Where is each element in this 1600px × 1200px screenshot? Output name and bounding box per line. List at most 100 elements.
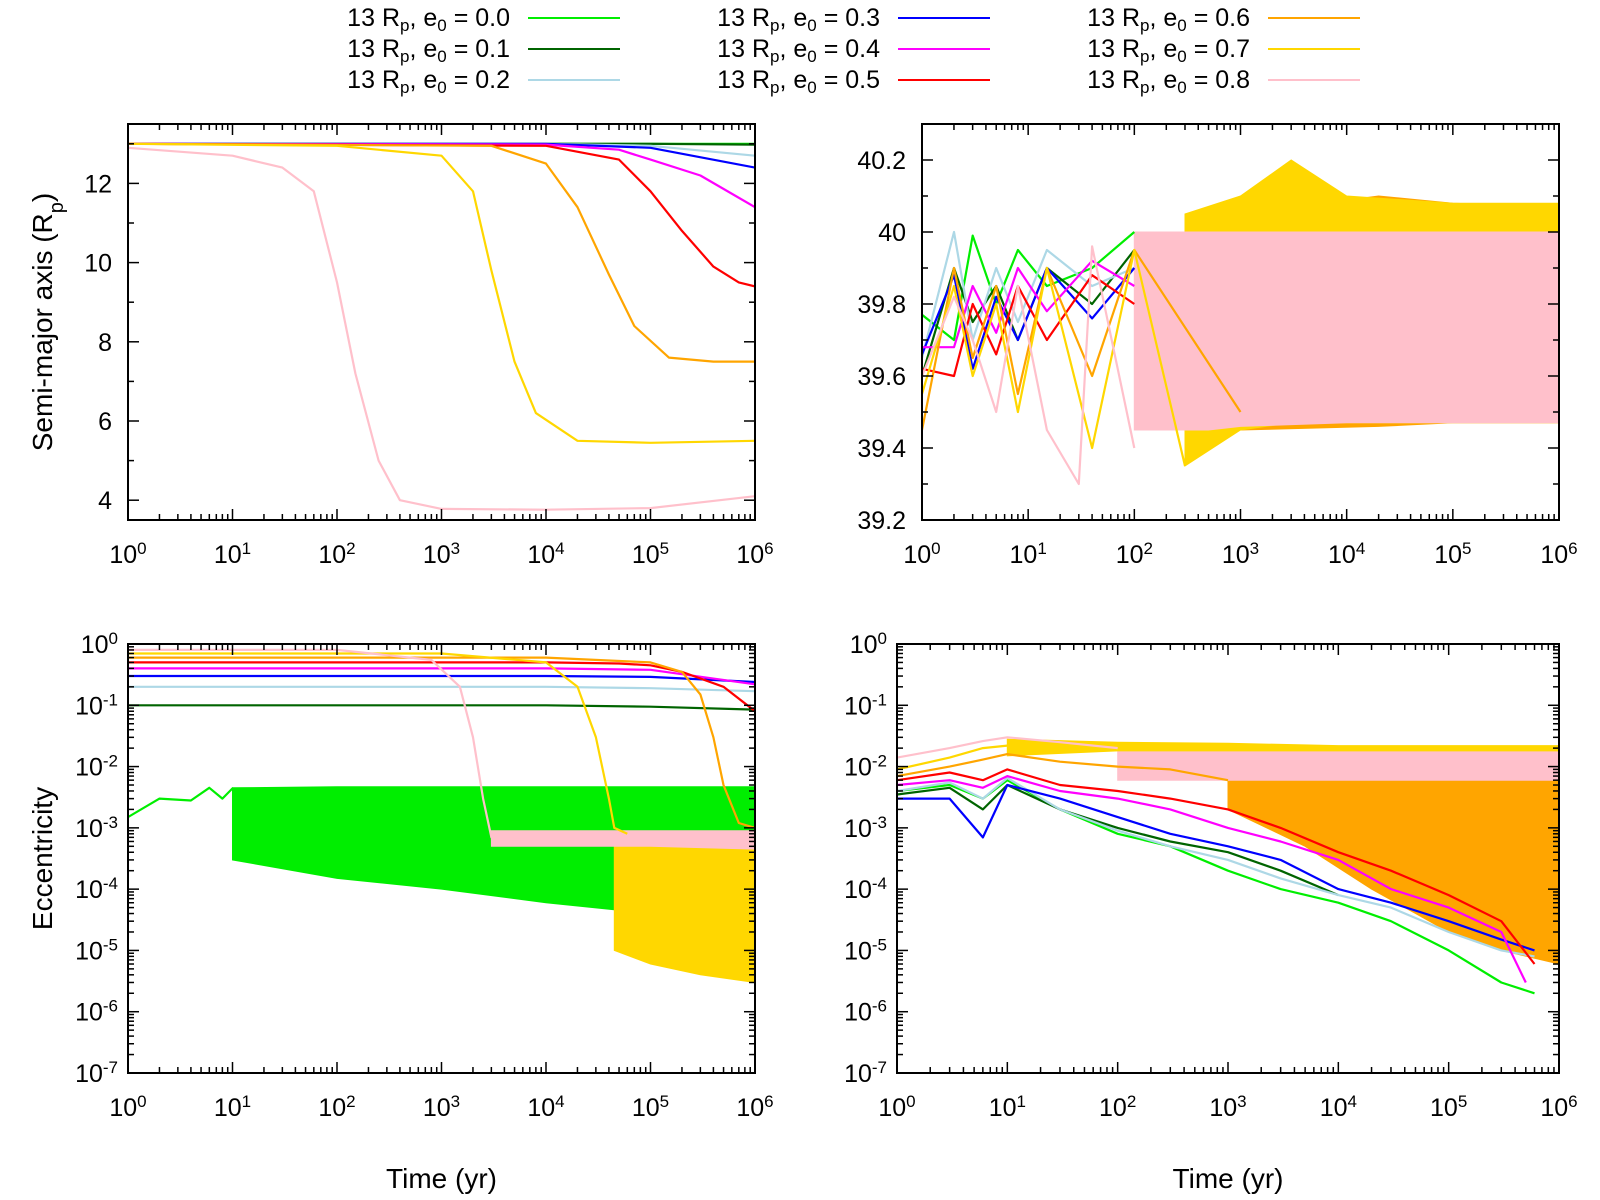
panel-eccentricity-inner: 100 101 102 103 104 105 106 10-7 10-6 10-5 10-4 10-…: [27, 629, 774, 1195]
legend-swatch: [898, 79, 990, 81]
legend-entry: 13 Rp, e0 = 0.4: [620, 34, 990, 66]
series-13-rp-e0-0-5: [922, 274, 1135, 378]
y-tick-label: 39.4: [857, 435, 906, 463]
series-13-rp-e0-0-1: [922, 249, 1136, 377]
series-13-rp-e0-0-8: [128, 146, 755, 511]
y-tick-label: 39.8: [857, 291, 906, 319]
legend-swatch: [1268, 48, 1360, 50]
x-tick-label: 100: [903, 539, 940, 570]
ticks: [127, 643, 756, 1074]
panel-semi-major-outer: 100 101 102 103 104 105 106 39.2 39.4 39.6 39.8 40 4…: [857, 123, 1578, 570]
band-13-rp-e0-0-7: [1006, 738, 1559, 757]
legend-swatch: [1268, 79, 1360, 81]
series-13-rp-e0-0-6: [897, 753, 1229, 782]
x-tick-label: 104: [527, 539, 564, 570]
legend-label: 13 Rp, e0 = 0.4: [717, 35, 880, 66]
x-tick-label: 103: [1222, 539, 1259, 570]
legend-swatch: [1268, 17, 1360, 19]
y-tick-label: 100: [850, 629, 887, 660]
series-13-rp-e0-0-7: [128, 652, 628, 835]
plot-area: [128, 142, 755, 511]
y-tick-label: 10-1: [75, 690, 118, 721]
series-13-rp-e0-0-8: [897, 736, 1118, 759]
y-tick-label: 10-5: [75, 935, 118, 966]
x-tick-label: 105: [1434, 539, 1471, 570]
plot-area: [922, 159, 1559, 486]
series-13-rp-e0-0-1: [128, 704, 755, 711]
y-tick-label: 100: [81, 629, 118, 660]
y-tick-label: 10-6: [75, 996, 118, 1027]
x-tick-label: 105: [632, 1092, 669, 1123]
band-13-rp-e0-0-8: [1133, 231, 1559, 431]
series-13-rp-e0-0-1: [897, 783, 1339, 897]
plot-area: [897, 736, 1559, 995]
band-13-rp-e0-0-6: [1227, 771, 1559, 965]
legend-label: 13 Rp, e0 = 0.3: [717, 4, 880, 35]
legend-label: 13 Rp, e0 = 0.2: [347, 66, 510, 97]
legend-swatch: [528, 17, 620, 19]
series-13-rp-e0-0-2: [128, 685, 755, 693]
legend-label: 13 Rp, e0 = 0.7: [1087, 35, 1250, 66]
band-13-rp-e0-0-8: [1117, 747, 1559, 781]
y-tick-label: 10-5: [844, 935, 887, 966]
legend-entry: 13 Rp, e0 = 0.8: [990, 65, 1360, 97]
y-tick-label: 10-3: [75, 812, 118, 843]
y-tick-label: 39.6: [857, 363, 906, 391]
y-axis-label: Semi-major axis (Rp): [27, 193, 68, 452]
series-13-rp-e0-0-3: [128, 674, 755, 684]
x-tick-label: 100: [878, 1092, 915, 1123]
series-13-rp-e0-0-8: [922, 245, 1136, 486]
x-tick-label: 104: [527, 1092, 564, 1123]
legend-entry: 13 Rp, e0 = 0.2: [250, 65, 620, 97]
x-tick-label: 103: [423, 539, 460, 570]
x-tick-label: 106: [736, 1092, 773, 1123]
series-13-rp-e0-0-3: [897, 783, 1535, 952]
series-13-rp-e0-0-4: [897, 775, 1527, 983]
legend-swatch: [898, 48, 990, 50]
legend-entry: 13 Rp, e0 = 0.7: [990, 34, 1360, 66]
x-tick-label: 101: [214, 1092, 251, 1123]
y-tick-label: 8: [98, 329, 112, 357]
series-13-rp-e0-0-6: [128, 656, 755, 829]
y-tick-label: 10-7: [75, 1058, 118, 1089]
series-13-rp-e0-0-7: [128, 142, 755, 444]
legend-swatch: [898, 17, 990, 19]
y-tick-label: 10-4: [844, 874, 887, 905]
x-tick-label: 105: [1430, 1092, 1467, 1123]
y-tick-label: 10-3: [844, 812, 887, 843]
y-tick-label: 12: [84, 170, 112, 198]
legend-entry: 13 Rp, e0 = 0.1: [250, 34, 620, 65]
x-tick-label: 102: [1116, 539, 1153, 570]
x-tick-label: 102: [1099, 1092, 1136, 1123]
x-tick-label: 102: [318, 539, 355, 570]
x-tick-label: 106: [1540, 1092, 1577, 1123]
x-tick-label: 100: [109, 1092, 146, 1123]
y-tick-label: 40.2: [857, 147, 906, 175]
legend-entry: 13 Rp, e0 = 0.6: [990, 3, 1360, 34]
y-tick-label: 10-4: [75, 874, 118, 905]
plot-frame: [127, 123, 756, 521]
y-tick-label: 10-1: [844, 690, 887, 721]
ticks: [896, 643, 1560, 1074]
y-tick-label: 40: [878, 219, 906, 247]
series-13-rp-e0-0-4: [922, 259, 1135, 349]
x-tick-label: 100: [109, 539, 146, 570]
y-tick-label: 39.2: [857, 507, 906, 535]
x-tick-label: 104: [1320, 1092, 1357, 1123]
x-tick-label: 101: [1010, 539, 1047, 570]
legend-label: 13 Rp, e0 = 0.8: [1087, 66, 1250, 97]
x-tick-label: 105: [632, 539, 669, 570]
y-tick-label: 10-7: [844, 1058, 887, 1089]
ticks: [127, 124, 756, 520]
x-tick-label: 102: [318, 1092, 355, 1123]
panel-eccentricity-outer: 100 101 102 103 104 105 106 10-7 10-6 10-5 10-4 10-…: [844, 629, 1578, 1195]
legend-entry: 13 Rp, e0 = 0.3: [620, 3, 990, 35]
series-13-rp-e0-0-2: [897, 776, 1535, 958]
legend-entry: 13 Rp, e0 = 0.5: [620, 65, 990, 96]
series-13-rp-e0-0-6: [128, 142, 755, 363]
y-axis-label: Eccentricity: [27, 787, 58, 930]
y-tick-label: 4: [98, 487, 112, 515]
y-tick-label: 10-2: [75, 751, 118, 782]
ticks: [921, 123, 1560, 521]
